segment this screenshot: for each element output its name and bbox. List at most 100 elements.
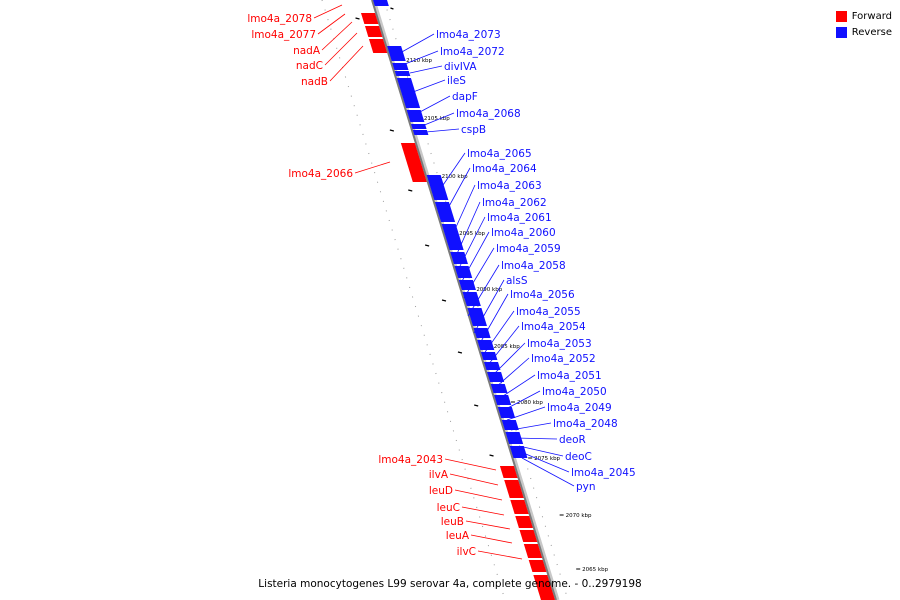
reverse-gene-label: lmo4a_2073 [436,29,501,41]
label-leader [412,79,446,93]
forward-gene-label: nadA [293,45,321,57]
reverse-gene-label: lmo4a_2058 [501,260,566,272]
reverse-gene-label: dapF [452,91,478,103]
label-leader [440,152,466,189]
reverse-gene-block [396,78,421,108]
tick-label: 2075 kbp [534,456,560,462]
reverse-gene-label: lmo4a_2059 [496,243,561,255]
label-leader [313,4,343,19]
label-leader [477,550,523,560]
reverse-gene-block [412,130,429,135]
reverse-gene-block [406,110,425,122]
label-leader [514,437,558,440]
forward-gene-block [533,575,555,600]
label-leader [321,21,353,51]
axis-dash [424,244,430,247]
axis-dash [474,404,479,407]
reverse-gene-label: lmo4a_2064 [472,163,537,175]
legend-label-reverse: Reverse [851,26,892,38]
legend-item-reverse: Reverse [835,24,892,40]
reverse-gene-block [484,362,501,370]
reverse-gene-label: deoR [559,434,586,446]
reverse-gene-block [441,224,464,250]
label-leader [461,506,505,516]
reverse-gene-label: lmo4a_2060 [491,227,556,239]
reverse-gene-label: pyn [576,481,596,493]
label-leader [467,264,500,317]
label-leader [404,50,439,65]
forward-gene-block [400,143,427,182]
label-leader [409,65,443,74]
axis-dash [457,351,463,354]
label-leader [421,112,455,127]
label-leader [463,247,495,299]
reverse-gene-label: deoC [565,451,592,463]
label-leader [317,13,346,35]
reverse-gene-block [473,328,491,338]
forward-gene-label: lmo4a_2043 [378,454,443,466]
axis-dash [389,129,395,132]
label-leader [503,390,541,411]
label-leader [417,95,451,114]
tick-label: 2085 kbp [494,344,520,350]
forward-gene-label: ilvA [429,469,449,481]
reverse-gene-block [501,420,519,430]
label-leader [465,520,511,530]
label-leader [457,216,486,271]
reverse-gene-block [373,0,389,6]
label-leader [425,128,460,133]
reverse-gene-block [426,175,449,200]
label-leader [499,374,536,399]
tick-label: 2105 kbp [424,116,450,122]
reverse-gene-block [477,340,495,350]
reverse-gene-label: lmo4a_2072 [440,46,505,58]
forward-gene-label: leuC [437,502,460,514]
reverse-gene-block [387,46,406,61]
label-leader [324,32,358,66]
forward-gene-label: nadC [296,60,323,72]
tick-label: 2100 kbp [442,174,468,180]
reverse-gene-label: lmo4a_2052 [531,353,596,365]
forward-gene-block [499,466,518,478]
reverse-gene-block [454,266,473,278]
legend-label-forward: Forward [851,10,892,22]
label-leader [518,445,564,457]
label-leader [520,451,570,473]
label-leader [521,457,575,487]
label-leader [444,458,497,471]
forward-gene-label: ilvC [457,546,476,558]
reverse-gene-block [505,432,524,444]
tick-label: 2065 kbp [582,567,608,573]
reverse-gene-block [411,124,427,129]
axis-dash [489,454,494,457]
axis-dash [355,17,360,20]
legend-item-forward: Forward [835,8,892,24]
reverse-gene-label: lmo4a_2063 [477,180,542,192]
label-leader [454,489,503,501]
tick-label: 2110 kbp [406,58,432,64]
tick-label: 2080 kbp [517,400,543,406]
reverse-gene-label: lmo4a_2065 [467,148,532,160]
label-leader [399,33,435,54]
label-leader [491,342,526,377]
label-leader [451,184,476,237]
label-leader [455,201,481,257]
label-leader [446,167,471,211]
tick-label: 2095 kbp [459,231,485,237]
reverse-gene-block [490,384,508,393]
forward-gene-label: lmo4a_2066 [288,168,353,180]
forward-swatch [835,10,847,22]
label-leader [449,473,499,486]
forward-gene-label: leuA [446,530,470,542]
reverse-gene-label: lmo4a_2068 [456,108,521,120]
reverse-swatch [835,26,847,38]
tick-label: 2070 kbp [566,513,592,519]
reverse-gene-label: lmo4a_2061 [487,212,552,224]
forward-gene-block [528,560,547,572]
genome-axis [371,0,557,600]
reverse-gene-block [509,446,528,458]
forward-gene-block [368,39,388,53]
forward-gene-label: leuB [441,516,464,528]
map-caption: Listeria monocytogenes L99 serovar 4a, c… [258,578,642,590]
